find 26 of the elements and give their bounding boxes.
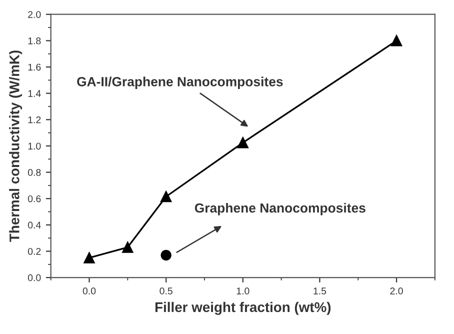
- annotation: GA-II/Graphene Nanocomposites: [77, 76, 283, 89]
- y-tick-label: 2.0: [28, 11, 41, 18]
- x-tick-label: 0.5: [160, 288, 172, 294]
- x-tick-label: 1.0: [236, 288, 250, 294]
- point: [160, 191, 172, 202]
- x-tick-label: 1.5: [314, 288, 326, 294]
- point: [160, 250, 172, 261]
- y-tick-label: 0.4: [28, 222, 41, 229]
- y-tick-label: 1.4: [28, 90, 41, 97]
- x-axis-title: Filler weight fraction (wt%): [155, 302, 331, 315]
- x-tick-label: 2.0: [390, 288, 403, 294]
- point: [122, 242, 134, 253]
- point: [237, 137, 248, 148]
- y-tick-label: 1.0: [28, 142, 41, 150]
- y-tick-label: 1.2: [28, 116, 41, 124]
- y-tick-label: 0.8: [28, 169, 41, 176]
- y-tick-label: 0.6: [28, 195, 41, 202]
- y-tick-label: 0.0: [28, 274, 41, 282]
- point: [84, 252, 95, 264]
- annotation: Graphene Nanocomposites: [194, 202, 366, 216]
- y-axis-title: Thermal conductivity (W/mK): [9, 50, 22, 242]
- y-tick-label: 0.2: [28, 248, 41, 255]
- y-tick-label: 1.6: [28, 64, 41, 71]
- point: [390, 35, 402, 46]
- x-tick-label: 0.0: [82, 288, 96, 294]
- y-tick-label: 1.8: [28, 37, 41, 44]
